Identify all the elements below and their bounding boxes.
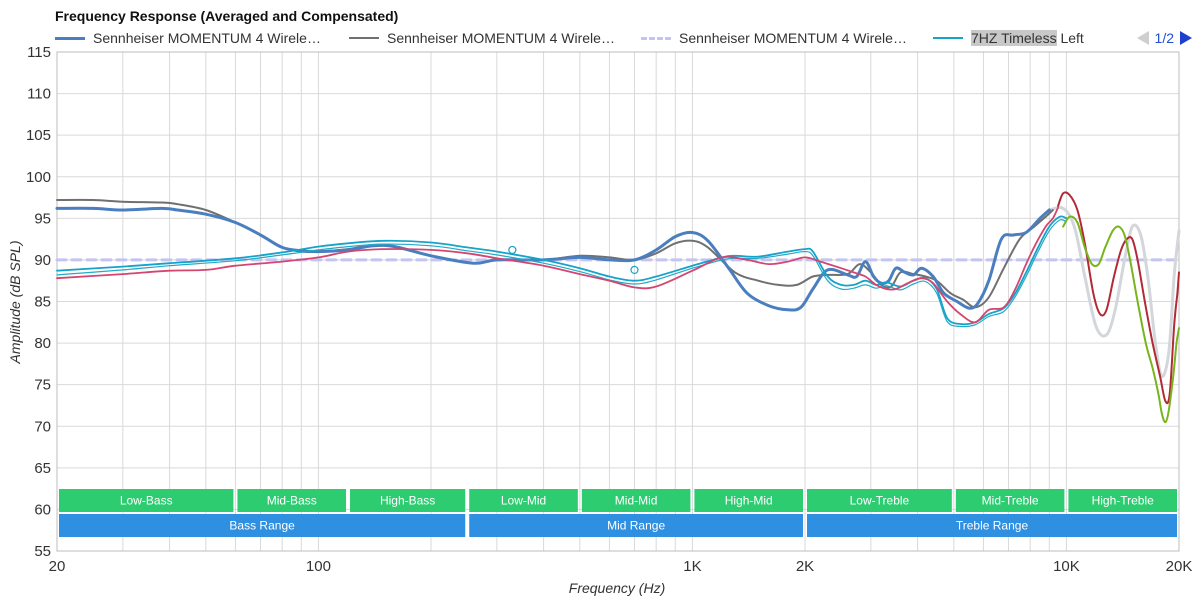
band-label-top-6: Low-Treble — [850, 494, 910, 508]
legend-label-4: 7HZ Timeless Left — [971, 30, 1084, 46]
x-tick-label: 20K — [1166, 558, 1193, 575]
x-tick-label: 1K — [683, 558, 701, 575]
chart-title: Frequency Response (Averaged and Compens… — [55, 8, 399, 24]
y-tick-label: 75 — [34, 377, 51, 394]
y-tick-label: 100 — [26, 169, 51, 186]
legend-item-4[interactable]: 7HZ Timeless Left — [933, 28, 1084, 48]
y-tick-label: 70 — [34, 418, 51, 435]
series-line-5 — [56, 218, 1067, 328]
y-tick-label: 85 — [34, 294, 51, 311]
band-label-top-4: Mid-Mid — [615, 494, 658, 508]
legend-label-2: Sennheiser MOMENTUM 4 Wirele… — [387, 30, 615, 46]
series-line-7 — [1057, 191, 1180, 405]
series-marker-1 — [630, 265, 639, 274]
band-top-7 — [955, 489, 1065, 512]
y-tick-label: 110 — [27, 86, 51, 103]
band-top-8 — [1068, 489, 1177, 512]
band-label-top-5: High-Mid — [725, 494, 773, 508]
x-tick-label: 20 — [49, 558, 66, 575]
band-top-0 — [59, 489, 234, 512]
legend-item-2[interactable]: Sennheiser MOMENTUM 4 Wirele… — [349, 28, 615, 48]
prev-page-icon[interactable] — [1136, 31, 1149, 45]
legend-swatch-2 — [349, 37, 379, 39]
band-bottom-2 — [807, 514, 1177, 537]
band-label-top-1: Mid-Bass — [267, 494, 317, 508]
legend-swatch-3 — [641, 36, 671, 40]
legend-label-3: Sennheiser MOMENTUM 4 Wirele… — [679, 30, 907, 46]
legend-label-4-highlight: 7HZ Timeless — [971, 30, 1057, 46]
next-page-icon[interactable] — [1180, 31, 1192, 45]
legend-item-1[interactable]: Sennheiser MOMENTUM 4 Wirele… — [55, 28, 321, 48]
series-marker-0 — [508, 245, 517, 255]
band-top-5 — [694, 489, 803, 512]
y-tick-label: 115 — [27, 44, 51, 61]
y-axis-title: Amplitude (dB SPL) — [7, 241, 23, 365]
series-line-1 — [1047, 205, 1181, 378]
x-tick-label: 10K — [1053, 558, 1080, 575]
y-tick-label: 60 — [34, 501, 51, 518]
legend-label-1: Sennheiser MOMENTUM 4 Wirele… — [93, 30, 321, 46]
legend-item-3[interactable]: Sennheiser MOMENTUM 4 Wirele… — [641, 28, 907, 48]
legend-swatch-4 — [933, 37, 963, 39]
y-tick-label: 95 — [34, 210, 51, 227]
band-label-bottom-0: Bass Range — [229, 519, 295, 533]
y-tick-label: 90 — [34, 252, 51, 269]
series-line-6 — [56, 206, 1059, 324]
band-label-bottom-2: Treble Range — [956, 519, 1029, 533]
y-tick-label: 105 — [26, 127, 51, 144]
band-top-6 — [807, 489, 952, 512]
legend-swatch-1 — [55, 36, 85, 40]
band-label-top-7: Mid-Treble — [982, 494, 1039, 508]
y-tick-label: 55 — [34, 543, 51, 560]
band-label-top-8: High-Treble — [1092, 494, 1155, 508]
frequency-bands: Low-Bass Mid-Bass High-Bass Low-Mid Mid-Mid H… — [59, 489, 1177, 537]
band-label-top-0: Low-Bass — [120, 494, 173, 508]
plot-border — [56, 51, 1180, 552]
page-indicator: 1/2 — [1154, 30, 1174, 46]
band-top-4 — [581, 489, 691, 512]
series-line-2 — [56, 198, 1054, 309]
x-axis-title: Frequency (Hz) — [569, 580, 665, 596]
x-tick-label: 100 — [306, 558, 331, 575]
band-label-top-3: Low-Mid — [501, 494, 546, 508]
series-line-4 — [56, 215, 1068, 326]
grid — [56, 51, 1180, 552]
y-tick-label: 80 — [34, 335, 51, 352]
band-label-bottom-1: Mid Range — [607, 519, 665, 533]
band-top-1 — [237, 489, 347, 512]
y-tick-label: 65 — [34, 460, 51, 477]
axes: 55 60 65 70 75 80 85 90 95 100 105 110 115 20 100 1K 2K 1… — [26, 44, 1192, 575]
band-bottom-1 — [469, 514, 803, 537]
legend-pager: 1/2 — [1136, 28, 1192, 48]
band-top-2 — [350, 489, 466, 512]
band-top-3 — [469, 489, 578, 512]
band-bottom-0 — [59, 514, 466, 537]
x-tick-label: 2K — [796, 558, 814, 575]
legend: Sennheiser MOMENTUM 4 Wirele… Sennheiser… — [55, 28, 1195, 48]
series-layer — [55, 191, 1181, 424]
band-label-top-2: High-Bass — [380, 494, 435, 508]
series-line-8 — [1062, 215, 1180, 424]
